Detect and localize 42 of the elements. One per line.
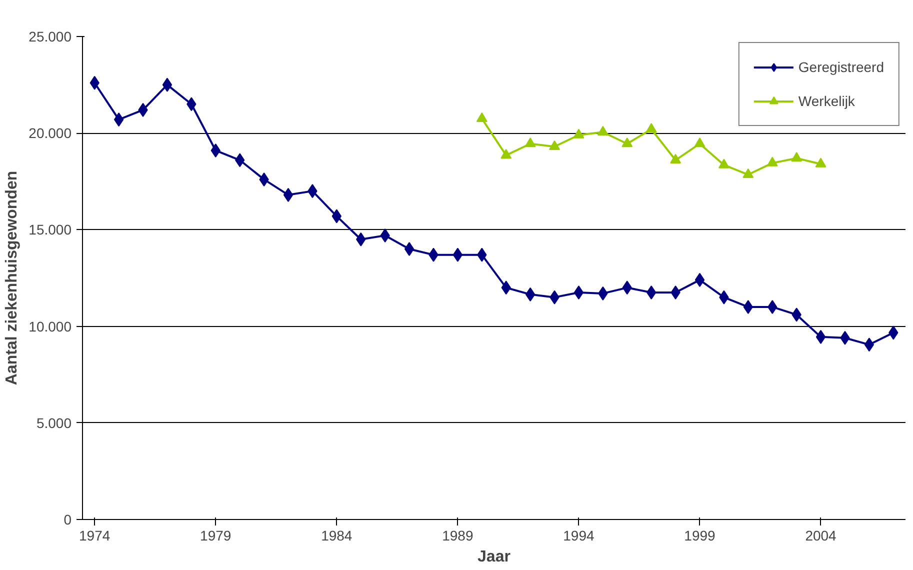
point — [694, 272, 705, 287]
y-axis-title: Aantal ziekenhuisgewonden — [4, 170, 21, 386]
point — [622, 137, 633, 148]
y-tick-label: 20.000 — [28, 125, 72, 142]
point — [742, 168, 754, 178]
point — [766, 156, 778, 166]
x-tick-label: 1989 — [442, 528, 474, 544]
y-tick-label: 0 — [64, 512, 72, 528]
point — [815, 158, 826, 168]
point — [646, 122, 657, 133]
x-tick-label: 1999 — [684, 528, 716, 544]
point — [524, 137, 536, 148]
y-tick-label: 5.000 — [36, 414, 72, 431]
point — [694, 137, 706, 148]
point — [283, 188, 294, 202]
point — [718, 158, 730, 168]
point — [525, 287, 536, 302]
y-tick-label: 25.000 — [28, 28, 72, 44]
point — [500, 149, 512, 159]
x-tick-label: 1984 — [321, 528, 352, 544]
x-tick-label: 2004 — [805, 528, 837, 544]
x-tick-label: 1979 — [200, 528, 232, 544]
point — [574, 285, 584, 300]
point — [114, 112, 124, 127]
x-tick-label: 1974 — [79, 528, 110, 544]
point — [573, 128, 584, 138]
point — [404, 242, 414, 256]
y-tick-label: 15.000 — [28, 222, 72, 238]
legend-label: Geregistreerd — [798, 59, 884, 75]
point — [549, 140, 560, 150]
point — [864, 338, 874, 352]
point — [597, 126, 608, 136]
legend-label: Werkelijk — [798, 93, 855, 109]
point — [816, 330, 826, 344]
point — [162, 78, 172, 92]
point — [476, 112, 488, 122]
point — [791, 152, 802, 162]
x-axis-title: Jaar — [478, 548, 510, 566]
point — [452, 248, 463, 262]
point — [670, 154, 682, 164]
y-tick-label: 10.000 — [28, 318, 72, 334]
x-tick-label: 1994 — [563, 528, 595, 544]
